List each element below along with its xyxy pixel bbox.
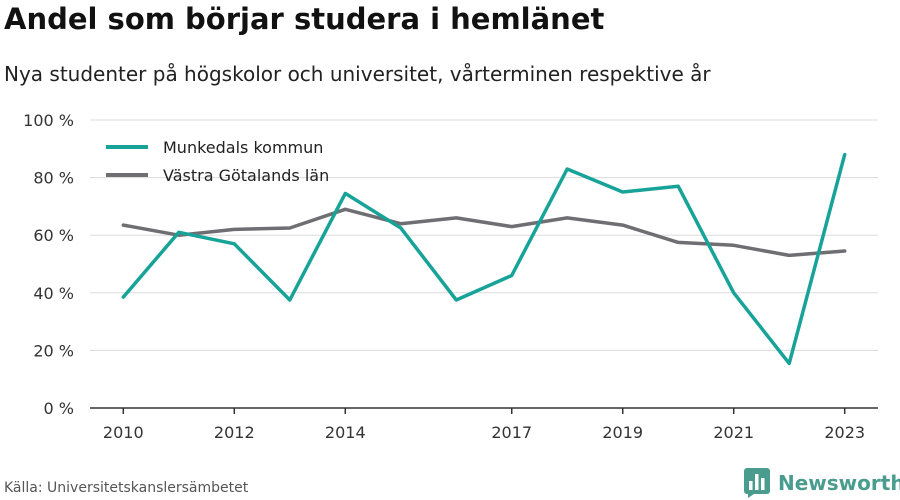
series-lines bbox=[121, 152, 847, 366]
bar-chart-logo-icon bbox=[744, 468, 770, 498]
x-tick-label: 2023 bbox=[824, 423, 865, 442]
x-tick-label: 2012 bbox=[214, 423, 255, 442]
y-tick-label: 0 % bbox=[44, 399, 74, 418]
x-tick-label: 2019 bbox=[602, 423, 643, 442]
x-tick-label: 2010 bbox=[103, 423, 144, 442]
legend: Munkedals kommun Västra Götalands län bbox=[106, 138, 329, 185]
x-tick-label: 2014 bbox=[325, 423, 366, 442]
x-axis bbox=[90, 407, 878, 414]
grid-lines bbox=[90, 119, 878, 351]
y-tick-label: 40 % bbox=[33, 284, 74, 303]
series-line bbox=[121, 152, 847, 366]
source-note: Källa: Universitetskanslersämbetet bbox=[4, 480, 249, 496]
x-tick-label: 2021 bbox=[713, 423, 754, 442]
brand-logo: Newsworthy bbox=[744, 468, 900, 498]
x-axis-labels: 2010 2012 2014 2017 2019 2021 2023 bbox=[103, 423, 865, 442]
y-tick-label: 60 % bbox=[33, 226, 74, 245]
y-axis-labels: 0 % 20 % 40 % 60 % 80 % 100 % bbox=[23, 111, 74, 418]
legend-label: Västra Götalands län bbox=[163, 166, 329, 185]
legend-label: Munkedals kommun bbox=[163, 138, 323, 157]
series-line bbox=[121, 207, 847, 258]
brand-name: Newsworthy bbox=[778, 471, 900, 495]
x-tick-label: 2017 bbox=[491, 423, 532, 442]
chart-subtitle: Nya studenter på högskolor och universit… bbox=[4, 62, 711, 86]
chart-title: Andel som börjar studera i hemlänet bbox=[4, 2, 605, 36]
y-tick-label: 80 % bbox=[33, 169, 74, 188]
y-tick-label: 20 % bbox=[33, 341, 74, 360]
y-tick-label: 100 % bbox=[23, 111, 74, 130]
